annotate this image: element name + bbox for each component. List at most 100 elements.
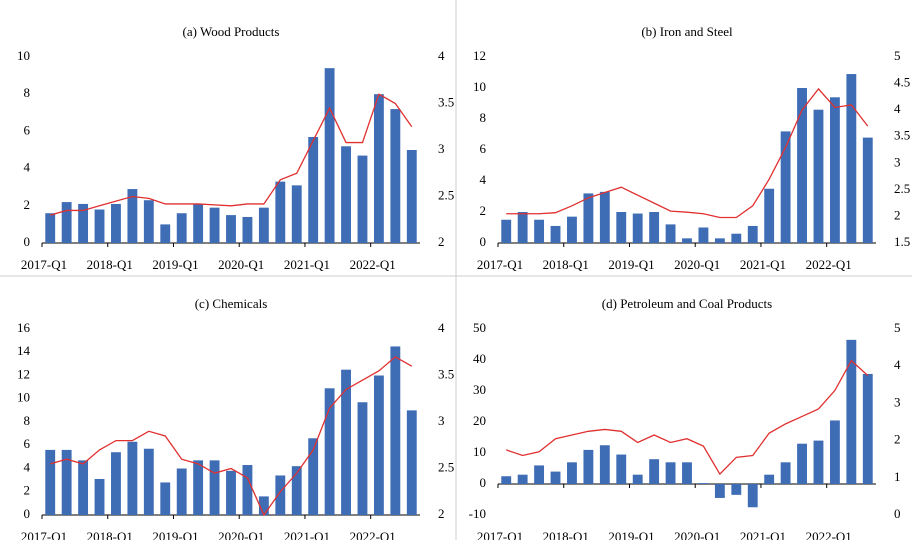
bar bbox=[78, 460, 89, 515]
x-tick-label: 2017-Q1 bbox=[21, 529, 67, 540]
bar bbox=[226, 215, 236, 243]
bar bbox=[764, 188, 775, 243]
x-tick-label: 2019-Q1 bbox=[152, 529, 198, 540]
bar bbox=[45, 213, 56, 243]
bar bbox=[665, 224, 676, 243]
y2-tick-label: 4.5 bbox=[894, 75, 910, 90]
bar bbox=[665, 462, 676, 484]
y2-tick-label: 5 bbox=[894, 48, 901, 63]
y2-tick-label: 2.5 bbox=[438, 459, 454, 474]
y-tick-label: 2 bbox=[24, 483, 31, 498]
bar bbox=[846, 74, 857, 243]
y-tick-label: 0 bbox=[24, 506, 31, 521]
y2-tick-label: 2 bbox=[894, 432, 901, 447]
y2-tick-label: 0 bbox=[894, 506, 901, 521]
y2-tick-label: 4 bbox=[894, 101, 901, 116]
bar bbox=[616, 454, 627, 484]
x-tick-label: 2019-Q1 bbox=[608, 529, 654, 540]
y-tick-label: 50 bbox=[473, 320, 486, 335]
y-tick-label: 0 bbox=[24, 234, 31, 249]
x-tick-label: 2019-Q1 bbox=[608, 257, 654, 272]
y2-tick-label: 1 bbox=[894, 469, 901, 484]
bar bbox=[698, 227, 709, 243]
bar bbox=[747, 484, 758, 508]
bar bbox=[308, 438, 319, 515]
bar bbox=[714, 484, 725, 498]
x-tick-label: 2018-Q1 bbox=[87, 529, 133, 540]
bar bbox=[127, 189, 138, 243]
y2-tick-label: 2 bbox=[438, 506, 445, 521]
bar bbox=[764, 474, 775, 484]
bar bbox=[632, 474, 643, 484]
bar bbox=[209, 460, 220, 515]
bar bbox=[550, 225, 561, 243]
y2-tick-label: 3 bbox=[894, 154, 901, 169]
y-tick-label: -10 bbox=[469, 506, 486, 521]
bar bbox=[258, 207, 269, 243]
y-tick-label: 4 bbox=[480, 172, 487, 187]
bar bbox=[698, 483, 709, 484]
bar bbox=[714, 238, 725, 243]
x-tick-label: 2017-Q1 bbox=[21, 257, 67, 272]
x-tick-label: 2022-Q1 bbox=[806, 257, 852, 272]
x-tick-label: 2020-Q1 bbox=[218, 257, 264, 272]
y-tick-label: 6 bbox=[480, 141, 487, 156]
bar bbox=[94, 209, 105, 243]
bar bbox=[357, 402, 368, 515]
x-tick-label: 2020-Q1 bbox=[218, 529, 264, 540]
y-tick-label: 0 bbox=[480, 475, 487, 490]
bar bbox=[682, 462, 692, 484]
y-tick-label: 4 bbox=[24, 160, 31, 175]
x-tick-label: 2021-Q1 bbox=[284, 257, 330, 272]
bar bbox=[373, 375, 384, 515]
chart-title: (d) Petroleum and Coal Products bbox=[602, 296, 772, 311]
bar bbox=[829, 420, 840, 484]
bar bbox=[616, 212, 627, 243]
bar bbox=[176, 213, 187, 243]
bar bbox=[862, 373, 873, 484]
y2-tick-label: 3 bbox=[894, 394, 901, 409]
x-tick-label: 2021-Q1 bbox=[740, 257, 786, 272]
y2-tick-label: 3 bbox=[438, 141, 445, 156]
bar bbox=[406, 410, 417, 515]
bar bbox=[143, 448, 154, 515]
x-tick-label: 2017-Q1 bbox=[477, 257, 523, 272]
bar bbox=[61, 449, 72, 515]
line bbox=[50, 356, 413, 517]
bar bbox=[797, 443, 807, 484]
y-tick-label: 6 bbox=[24, 122, 31, 137]
bar bbox=[258, 496, 269, 515]
x-tick-label: 2022-Q1 bbox=[806, 529, 852, 540]
bar bbox=[599, 445, 610, 484]
bar bbox=[357, 155, 368, 243]
chart-title: (c) Chemicals bbox=[195, 296, 268, 311]
y2-tick-label: 3.5 bbox=[438, 366, 454, 381]
x-tick-label: 2020-Q1 bbox=[674, 257, 720, 272]
bar bbox=[747, 225, 758, 243]
bar bbox=[517, 474, 528, 484]
bar bbox=[127, 441, 138, 515]
bar bbox=[731, 484, 742, 495]
x-tick-label: 2019-Q1 bbox=[152, 257, 198, 272]
bar bbox=[797, 88, 807, 243]
y-tick-label: 8 bbox=[24, 413, 31, 428]
x-tick-label: 2017-Q1 bbox=[477, 529, 523, 540]
bar bbox=[242, 465, 253, 515]
bar bbox=[501, 219, 512, 243]
bar bbox=[406, 150, 417, 243]
bar bbox=[567, 216, 577, 243]
bar bbox=[649, 212, 660, 243]
bar bbox=[275, 181, 286, 243]
x-tick-label: 2021-Q1 bbox=[284, 529, 330, 540]
y2-tick-label: 3.5 bbox=[894, 128, 910, 143]
bar bbox=[829, 97, 840, 243]
y-tick-label: 8 bbox=[480, 110, 487, 125]
bar bbox=[78, 203, 89, 243]
bar bbox=[61, 202, 72, 243]
y2-tick-label: 3 bbox=[438, 413, 445, 428]
bar bbox=[649, 459, 660, 484]
bar bbox=[373, 94, 384, 243]
y2-tick-label: 2.5 bbox=[894, 181, 910, 196]
bar bbox=[731, 233, 742, 243]
bar bbox=[291, 185, 302, 243]
